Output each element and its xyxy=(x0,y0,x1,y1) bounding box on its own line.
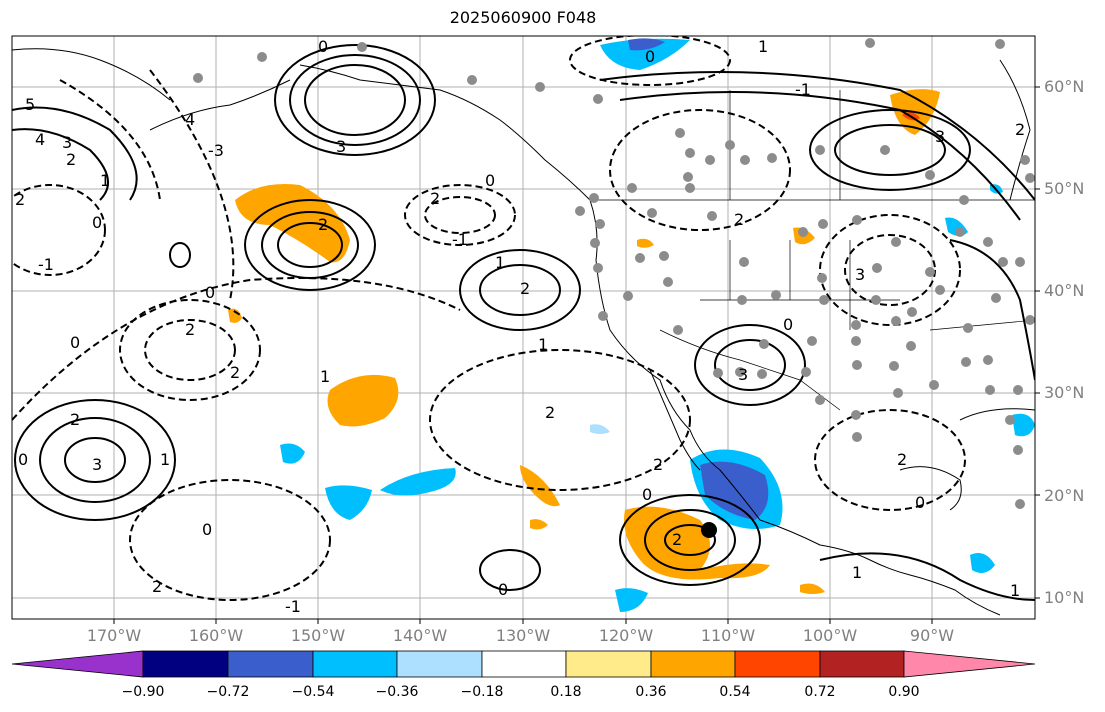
shaded-anomalies xyxy=(228,38,1035,612)
contour-label: 3 xyxy=(92,455,102,474)
contour-labels: 5 4 3 2 1 2 0 -1 0 2 2 0 0 2 3 1 0 2 -1 … xyxy=(15,37,1025,616)
map-title: 2025060900 F048 xyxy=(449,8,597,27)
colorbar-tick-label: −0.72 xyxy=(206,684,250,700)
colorbar-segment xyxy=(312,650,398,678)
colorbar-segment xyxy=(481,650,567,678)
contour-label: 1 xyxy=(495,253,505,272)
lon-label: 90°W xyxy=(909,626,955,645)
contour-label: 0 xyxy=(915,493,925,512)
contour-label: -3 xyxy=(208,141,224,160)
contour-label: 1 xyxy=(758,37,768,56)
colorbar-tick-label: 0.18 xyxy=(550,684,582,700)
contour-label: -1 xyxy=(38,255,54,274)
colorbar-tick-label: −0.90 xyxy=(121,684,165,700)
contour-label: 0 xyxy=(642,485,652,504)
contour-label: 2 xyxy=(70,410,80,429)
colorbar-tick-label: 0.36 xyxy=(635,684,667,700)
dashed-contours xyxy=(12,36,966,601)
contour-label: 0 xyxy=(18,450,28,469)
contour-label: 0 xyxy=(70,333,80,352)
contour-label: 0 xyxy=(202,520,212,539)
colorbar-segment xyxy=(227,650,314,678)
contour-label: 2 xyxy=(152,577,162,596)
contour-label: 3 xyxy=(935,127,945,146)
contour-label: 1 xyxy=(100,171,110,190)
lat-label: 20°N xyxy=(1044,486,1085,505)
colorbar-segment xyxy=(650,650,736,678)
colorbar-segment xyxy=(734,650,821,678)
contour-label: 1 xyxy=(538,335,548,354)
tick-marks xyxy=(113,86,1040,624)
contour-label: 4 xyxy=(35,130,45,149)
lon-label: 150°W xyxy=(290,626,346,645)
contour-label: 3 xyxy=(62,133,72,152)
contour-label: 0 xyxy=(318,37,328,56)
colorbar-extend-low xyxy=(11,650,144,678)
storm-center-marker xyxy=(701,522,717,538)
colorbar-tick-label: −0.18 xyxy=(460,684,504,700)
contour-label: 1 xyxy=(852,563,862,582)
lon-label: 160°W xyxy=(188,626,244,645)
contour-label: 2 xyxy=(15,190,25,209)
contour-label: 2 xyxy=(734,210,744,229)
contour-label: 3 xyxy=(855,265,865,284)
lat-label: 30°N xyxy=(1044,383,1085,402)
colorbar xyxy=(11,650,1036,678)
contour-label: 2 xyxy=(430,189,440,208)
colorbar-segment xyxy=(819,650,905,678)
contour-label: 4 xyxy=(185,110,195,129)
lat-label: 40°N xyxy=(1044,281,1085,300)
contour-label: 2 xyxy=(66,150,76,169)
borders xyxy=(596,90,1035,411)
contour-label: -1 xyxy=(452,230,468,249)
colorbar-segment xyxy=(565,650,652,678)
contour-label: 2 xyxy=(653,455,663,474)
contour-label: 5 xyxy=(25,95,35,114)
station-markers xyxy=(193,38,1035,509)
contour-label: 2 xyxy=(672,530,682,549)
contour-label: 0 xyxy=(205,283,215,302)
contour-label: 0 xyxy=(783,315,793,334)
contour-label: 0 xyxy=(645,47,655,66)
contour-label: 3 xyxy=(738,365,748,384)
lon-label: 140°W xyxy=(392,626,448,645)
contour-label: 2 xyxy=(1015,120,1025,139)
contour-label: 3 xyxy=(336,137,346,156)
contour-label: -1 xyxy=(795,80,811,99)
colorbar-tick-label: −0.36 xyxy=(375,684,419,700)
contour-label: 0 xyxy=(498,580,508,599)
lon-label: 110°W xyxy=(700,626,756,645)
contour-label: 2 xyxy=(318,215,328,234)
colorbar-tick-label: 0.54 xyxy=(719,684,751,700)
contour-label: 2 xyxy=(520,279,530,298)
lon-label: 130°W xyxy=(495,626,551,645)
contour-label: 0 xyxy=(92,213,102,232)
solid-contours xyxy=(12,44,1035,601)
colorbar-segment xyxy=(396,650,483,678)
colorbar-tick-label: 0.90 xyxy=(888,684,920,700)
contour-label: 0 xyxy=(485,171,495,190)
contour-label: 2 xyxy=(230,363,240,382)
lon-label: 100°W xyxy=(802,626,858,645)
contour-label: 1 xyxy=(1010,581,1020,600)
lat-label: 10°N xyxy=(1044,588,1085,607)
contour-label: 2 xyxy=(185,320,195,339)
contour-label: 1 xyxy=(160,450,170,469)
contour-label: 2 xyxy=(897,450,907,469)
lat-label: 60°N xyxy=(1044,77,1085,96)
colorbar-tick-label: 0.72 xyxy=(804,684,836,700)
contour-label: 1 xyxy=(320,367,330,386)
colorbar-tick-label: −0.54 xyxy=(291,684,335,700)
contour-label: 2 xyxy=(545,403,555,422)
lat-label: 50°N xyxy=(1044,179,1085,198)
lon-label: 170°W xyxy=(86,626,142,645)
colorbar-extend-high xyxy=(903,650,1036,678)
contour-label: -1 xyxy=(285,597,301,616)
lon-label: 120°W xyxy=(598,626,654,645)
colorbar-segment xyxy=(142,650,229,678)
